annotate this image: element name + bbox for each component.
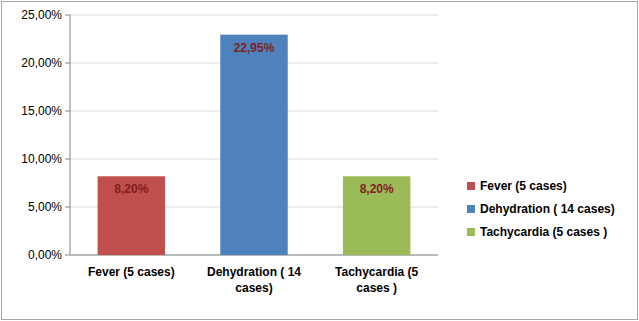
label-line: cases) xyxy=(235,281,272,295)
x-tick-label: Fever (5 cases) xyxy=(88,265,175,279)
tick-mark xyxy=(65,111,70,112)
bar xyxy=(343,176,410,255)
chart: 0,00% 5,00% 10,00% 15,00% 20,00% 25,00% 8,20% 2… xyxy=(0,0,639,321)
y-tick-label: 15,00% xyxy=(21,104,62,118)
legend-swatch xyxy=(467,182,475,190)
tick-mark xyxy=(65,255,70,256)
y-tick-label: 0,00% xyxy=(28,248,62,262)
tick-mark xyxy=(65,159,70,160)
chart-border xyxy=(2,2,638,320)
label-line: Fever (5 cases) xyxy=(88,265,175,279)
legend-swatch xyxy=(467,205,475,213)
x-tick-label: Dehydration ( 14 cases) xyxy=(207,265,301,295)
label-line: cases ) xyxy=(356,281,397,295)
y-tick-label: 10,00% xyxy=(21,152,62,166)
tick-mark xyxy=(65,15,70,16)
y-tick-label: 5,00% xyxy=(28,200,62,214)
legend-label: Dehydration ( 14 cases) xyxy=(480,202,615,216)
bars xyxy=(98,35,411,255)
tick-mark xyxy=(65,63,70,64)
y-axis xyxy=(70,15,71,255)
tick-mark xyxy=(65,207,70,208)
y-tick-label: 20,00% xyxy=(21,56,62,70)
data-label: 8,20% xyxy=(114,182,148,196)
y-tick-label: 25,00% xyxy=(21,8,62,22)
legend-label: Fever (5 cases) xyxy=(480,179,567,193)
bar xyxy=(98,176,165,255)
data-label: 22,95% xyxy=(234,41,275,55)
x-tick-label: Tachycardia (5 cases ) xyxy=(335,265,418,295)
grid-line xyxy=(70,15,438,16)
legend-swatch xyxy=(467,228,475,236)
legend-label: Tachycardia (5 cases ) xyxy=(480,225,607,239)
bar xyxy=(220,35,287,255)
label-line: Tachycardia (5 xyxy=(335,265,418,279)
data-label: 8,20% xyxy=(360,182,394,196)
label-line: Dehydration ( 14 xyxy=(207,265,301,279)
